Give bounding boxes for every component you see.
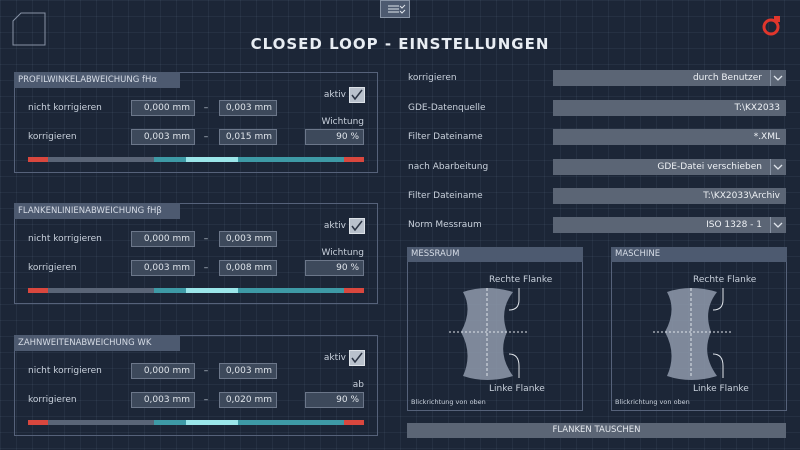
dropdown-arrow[interactable]	[770, 159, 786, 175]
weight-label: Wichtung	[321, 248, 364, 258]
weight-input[interactable]: 90 %	[305, 129, 364, 145]
setting-field[interactable]: T:\KX2033	[553, 100, 786, 116]
tooth-diagram	[653, 288, 733, 380]
dropdown-arrow[interactable]	[770, 217, 786, 233]
setting-field[interactable]: *.XML	[553, 129, 786, 145]
range-separator: –	[203, 395, 209, 405]
row-label: nicht korrigieren	[28, 103, 102, 113]
range-bar	[28, 420, 364, 425]
tooth-diagram	[449, 288, 529, 380]
range-separator: –	[203, 234, 209, 244]
panel	[14, 72, 378, 173]
setting-label: Norm Messraum	[408, 220, 482, 230]
range-to[interactable]: 0,008 mm	[219, 260, 277, 276]
active-label: aktiv	[323, 90, 346, 100]
diagram-title: MASCHINE	[611, 247, 787, 262]
swap-flanks-button[interactable]: FLANKEN TAUSCHEN	[407, 423, 786, 438]
diagram-note: Blickrichtung von oben	[615, 398, 690, 406]
left-flank-label: Linke Flanke	[489, 384, 545, 394]
setting-label: nach Abarbeitung	[408, 162, 489, 172]
row-label: nicht korrigieren	[28, 366, 102, 376]
weight-input[interactable]: 90 %	[305, 260, 364, 276]
range-separator: –	[203, 132, 209, 142]
weight-input[interactable]: 90 %	[305, 392, 364, 408]
panel	[14, 203, 378, 304]
panel	[14, 335, 378, 436]
range-to[interactable]: 0,015 mm	[219, 129, 277, 145]
panel-title: FLANKENLINIENABWEICHUNG fHβ	[14, 203, 180, 219]
active-checkbox[interactable]	[349, 218, 365, 234]
active-label: aktiv	[323, 221, 346, 231]
right-flank-label: Rechte Flanke	[489, 275, 553, 285]
range-separator: –	[203, 366, 209, 376]
range-separator: –	[203, 263, 209, 273]
active-label: aktiv	[323, 353, 346, 363]
range-to[interactable]: 0,003 mm	[219, 100, 277, 116]
setting-dropdown[interactable]: durch Benutzer	[553, 70, 786, 86]
panel-title: PROFILWINKELABWEICHUNG fHα	[14, 72, 180, 88]
setting-dropdown[interactable]: ISO 1328 - 1	[553, 217, 786, 233]
setting-label: Filter Dateiname	[408, 132, 483, 142]
weight-label: Wichtung	[321, 117, 364, 127]
row-label: korrigieren	[28, 132, 77, 142]
diagram-title: MESSRAUM	[407, 247, 583, 262]
window-icon[interactable]	[12, 12, 46, 46]
page-title: CLOSED LOOP - EINSTELLUNGEN	[250, 35, 550, 53]
active-checkbox[interactable]	[349, 350, 365, 366]
row-label: korrigieren	[28, 395, 77, 405]
weight-label: ab	[352, 380, 364, 390]
dropdown-arrow[interactable]	[770, 70, 786, 86]
setting-field[interactable]: T:\KX2033\Archiv	[553, 188, 786, 204]
logo	[762, 16, 780, 36]
range-from[interactable]: 0,003 mm	[131, 392, 195, 408]
range-from[interactable]: 0,003 mm	[131, 260, 195, 276]
range-bar	[28, 157, 364, 162]
setting-label: korrigieren	[408, 73, 457, 83]
range-from[interactable]: 0,003 mm	[131, 129, 195, 145]
setting-label: Filter Dateiname	[408, 191, 483, 201]
panel-title: ZAHNWEITENABWEICHUNG WK	[14, 335, 180, 351]
range-to[interactable]: 0,003 mm	[219, 231, 277, 247]
range-from[interactable]: 0,000 mm	[131, 231, 195, 247]
setting-label: GDE-Datenquelle	[408, 103, 486, 113]
row-label: nicht korrigieren	[28, 234, 102, 244]
range-separator: –	[203, 103, 209, 113]
range-to[interactable]: 0,003 mm	[219, 363, 277, 379]
range-bar	[28, 288, 364, 293]
range-from[interactable]: 0,000 mm	[131, 363, 195, 379]
diagram-note: Blickrichtung von oben	[411, 398, 486, 406]
left-flank-label: Linke Flanke	[693, 384, 749, 394]
range-from[interactable]: 0,000 mm	[131, 100, 195, 116]
range-to[interactable]: 0,020 mm	[219, 392, 277, 408]
active-checkbox[interactable]	[349, 87, 365, 103]
setting-dropdown[interactable]: GDE-Datei verschieben	[553, 159, 786, 175]
right-flank-label: Rechte Flanke	[693, 275, 757, 285]
row-label: korrigieren	[28, 263, 77, 273]
menu-button[interactable]	[380, 0, 410, 18]
